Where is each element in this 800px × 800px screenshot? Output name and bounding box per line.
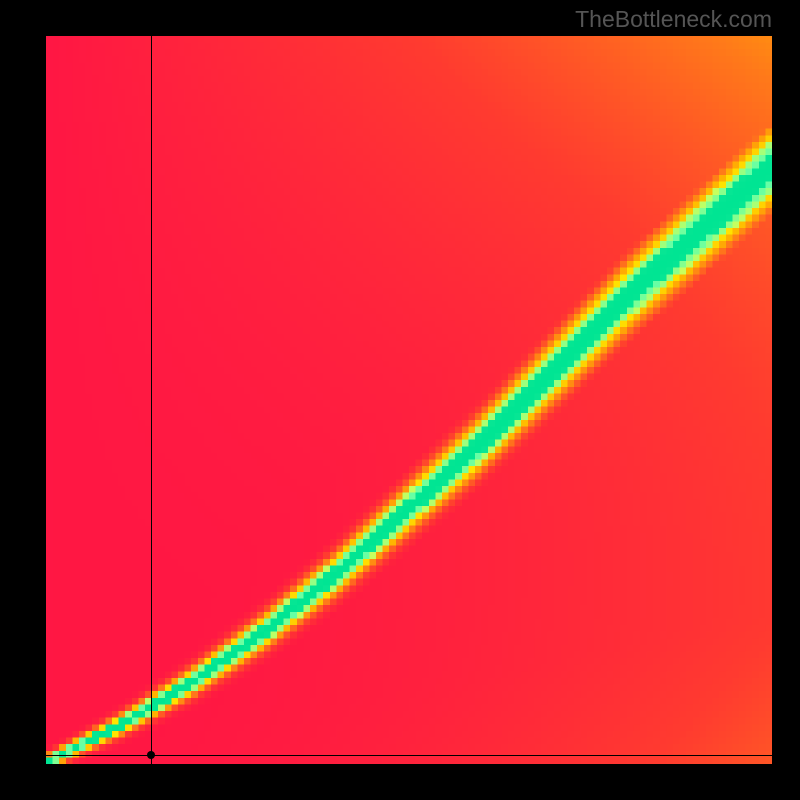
heatmap-canvas — [46, 36, 772, 764]
chart-container: TheBottleneck.com — [0, 0, 800, 800]
crosshair-vertical — [151, 36, 152, 764]
watermark-text: TheBottleneck.com — [575, 6, 772, 33]
